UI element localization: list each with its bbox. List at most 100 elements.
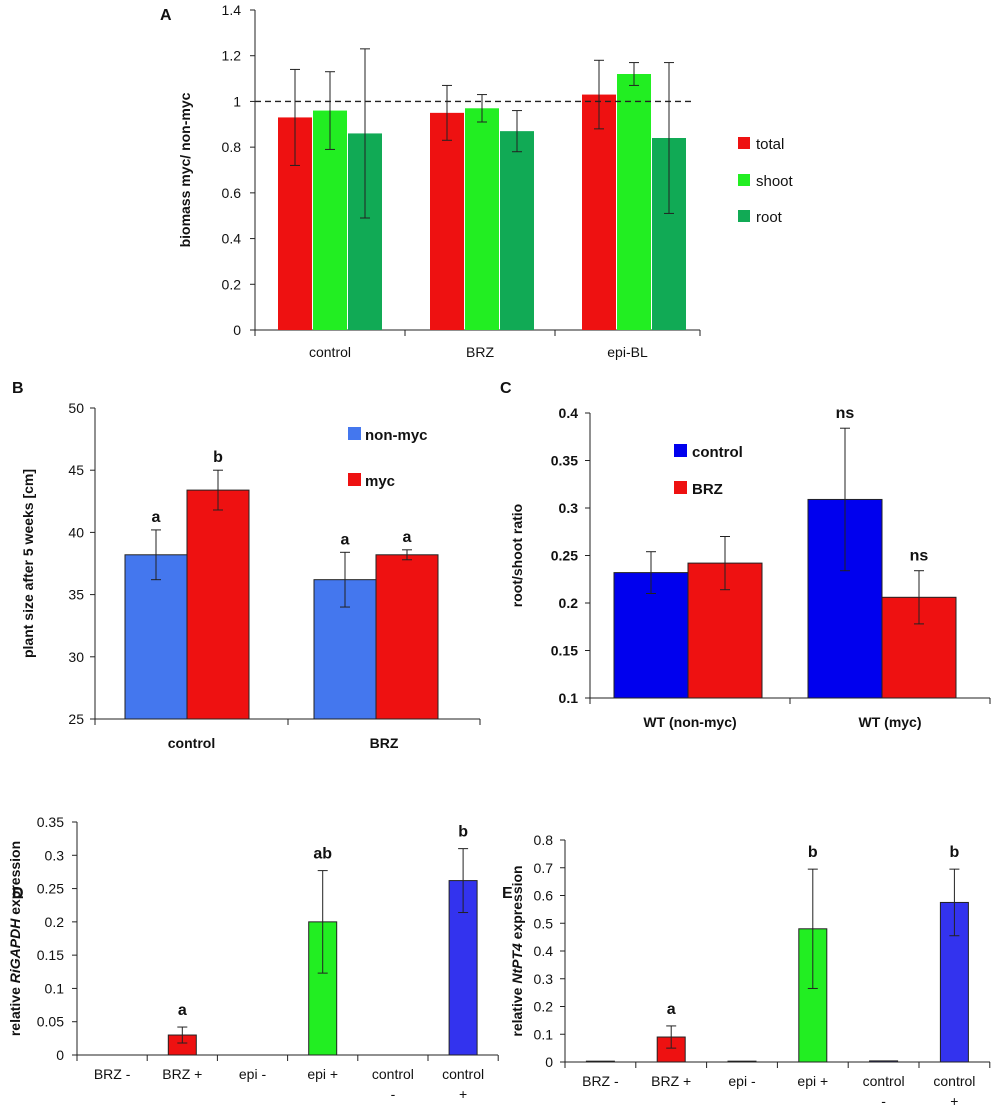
E-x-tick-label: - xyxy=(881,1093,886,1109)
D-significance-label: a xyxy=(178,1002,187,1019)
A-y-tick-label: 1.4 xyxy=(222,2,242,18)
B-legend-label-myc: myc xyxy=(365,473,395,490)
D-x-tick-label: control xyxy=(372,1066,414,1082)
E-significance-label: a xyxy=(667,1001,676,1018)
E-y-axis-title-part: expression xyxy=(509,865,525,943)
C-legend-swatch-control xyxy=(674,444,687,457)
D-x-tick-label: control xyxy=(442,1066,484,1082)
E-x-tick-label: + xyxy=(950,1093,958,1109)
E-x-tick-label: control xyxy=(933,1073,975,1089)
C-x-tick-label: WT (myc) xyxy=(859,714,922,730)
A-legend-swatch-total xyxy=(738,137,750,149)
D-y-axis-title-part: relative xyxy=(7,983,23,1036)
E-y-tick-label: 0.7 xyxy=(534,860,554,876)
B-x-tick-label: BRZ xyxy=(370,735,399,751)
A-legend-swatch-root xyxy=(738,210,750,222)
panel-label-A: A xyxy=(160,7,172,24)
A-legend-label-shoot: shoot xyxy=(756,173,794,190)
C-significance-label: ns xyxy=(910,548,929,565)
A-bar-root-1 xyxy=(500,131,534,330)
A-bar-shoot-1 xyxy=(465,108,499,331)
E-y-tick-label: 0.3 xyxy=(534,971,554,987)
E-x-tick-label: control xyxy=(863,1073,905,1089)
A-bar-total-2 xyxy=(582,94,616,330)
B-y-tick-label: 40 xyxy=(68,524,84,540)
B-bar-myc-1 xyxy=(375,554,439,720)
A-y-tick-label: 1 xyxy=(233,93,241,109)
B-y-tick-label: 50 xyxy=(68,400,84,416)
A-y-tick-label: 0.4 xyxy=(222,231,242,247)
D-x-tick-label: + xyxy=(459,1086,467,1102)
B-legend-swatch-myc xyxy=(348,473,361,486)
E-y-tick-label: 0.5 xyxy=(534,915,554,931)
E-y-tick-label: 0.2 xyxy=(534,999,554,1015)
C-y-tick-label: 0.15 xyxy=(551,643,578,659)
A-bar-total-1 xyxy=(430,112,464,330)
C-legend-label-control: control xyxy=(692,444,743,461)
D-significance-label: ab xyxy=(313,846,332,863)
A-y-tick-label: 0.8 xyxy=(222,139,242,155)
A-y-tick-label: 0 xyxy=(233,322,241,338)
E-y-tick-label: 0.1 xyxy=(534,1026,554,1042)
D-y-tick-label: 0.3 xyxy=(45,847,65,863)
E-y-axis-title-part: relative xyxy=(509,984,525,1037)
E-bar-4 xyxy=(869,1060,899,1063)
D-x-tick-label: epi - xyxy=(239,1066,267,1082)
D-y-tick-label: 0.1 xyxy=(45,980,65,996)
C-x-tick-label: WT (non-myc) xyxy=(643,714,736,730)
C-significance-label: ns xyxy=(836,405,855,422)
E-bar-2 xyxy=(727,1060,757,1063)
D-y-tick-label: 0.2 xyxy=(45,914,65,930)
A-y-tick-label: 0.2 xyxy=(222,276,242,292)
C-legend-swatch-BRZ xyxy=(674,481,687,494)
E-y-axis-title-part: NtPT4 xyxy=(509,943,525,984)
C-y-axis-title: root/shoot ratio xyxy=(509,504,525,607)
E-y-axis-title: relative NtPT4 expression xyxy=(509,865,525,1036)
D-y-tick-label: 0.25 xyxy=(37,881,64,897)
E-y-tick-label: 0 xyxy=(545,1054,553,1070)
E-x-tick-label: epi + xyxy=(797,1073,828,1089)
D-y-tick-label: 0.15 xyxy=(37,947,64,963)
A-y-tick-label: 1.2 xyxy=(222,48,242,64)
C-y-tick-label: 0.3 xyxy=(559,500,579,516)
E-bar-0 xyxy=(585,1060,615,1063)
B-significance-label: b xyxy=(213,449,223,466)
C-y-tick-label: 0.35 xyxy=(551,453,578,469)
A-x-tick-label: epi-BL xyxy=(607,344,648,360)
B-bar-myc-0 xyxy=(186,489,250,720)
C-y-tick-label: 0.2 xyxy=(559,595,579,611)
E-y-tick-label: 0.6 xyxy=(534,888,554,904)
D-x-tick-label: epi + xyxy=(307,1066,338,1082)
B-bar-non-myc-0 xyxy=(124,554,188,720)
B-y-axis-title: plant size after 5 weeks [cm] xyxy=(20,469,36,658)
D-x-tick-label: - xyxy=(391,1086,396,1102)
B-y-tick-label: 45 xyxy=(68,462,84,478)
C-y-tick-label: 0.1 xyxy=(559,690,579,706)
panel-label-D: D xyxy=(12,885,24,902)
D-y-tick-label: 0.35 xyxy=(37,814,64,830)
E-x-tick-label: BRZ + xyxy=(651,1073,691,1089)
D-x-tick-label: BRZ + xyxy=(162,1066,202,1082)
B-significance-label: a xyxy=(152,509,161,526)
A-bar-shoot-2 xyxy=(617,74,651,330)
B-significance-label: a xyxy=(341,531,350,548)
E-x-tick-label: epi - xyxy=(728,1073,756,1089)
E-significance-label: b xyxy=(950,844,960,861)
E-significance-label: b xyxy=(808,844,818,861)
B-y-tick-label: 30 xyxy=(68,649,84,665)
D-x-tick-label: BRZ - xyxy=(94,1066,131,1082)
D-y-axis-title-part: RiGAPDH xyxy=(7,918,23,983)
A-legend-label-root: root xyxy=(756,209,783,226)
A-legend-swatch-shoot xyxy=(738,174,750,186)
B-legend-label-non-myc: non-myc xyxy=(365,427,428,444)
B-y-tick-label: 25 xyxy=(68,711,84,727)
E-x-tick-label: BRZ - xyxy=(582,1073,619,1089)
panel-label-E: E xyxy=(502,885,513,902)
A-x-tick-label: BRZ xyxy=(466,344,494,360)
E-y-tick-label: 0.8 xyxy=(534,832,554,848)
C-y-tick-label: 0.25 xyxy=(551,548,578,564)
C-y-tick-label: 0.4 xyxy=(559,405,579,421)
A-y-tick-label: 0.6 xyxy=(222,185,242,201)
A-y-axis-title: biomass myc/ non-myc xyxy=(177,92,193,247)
